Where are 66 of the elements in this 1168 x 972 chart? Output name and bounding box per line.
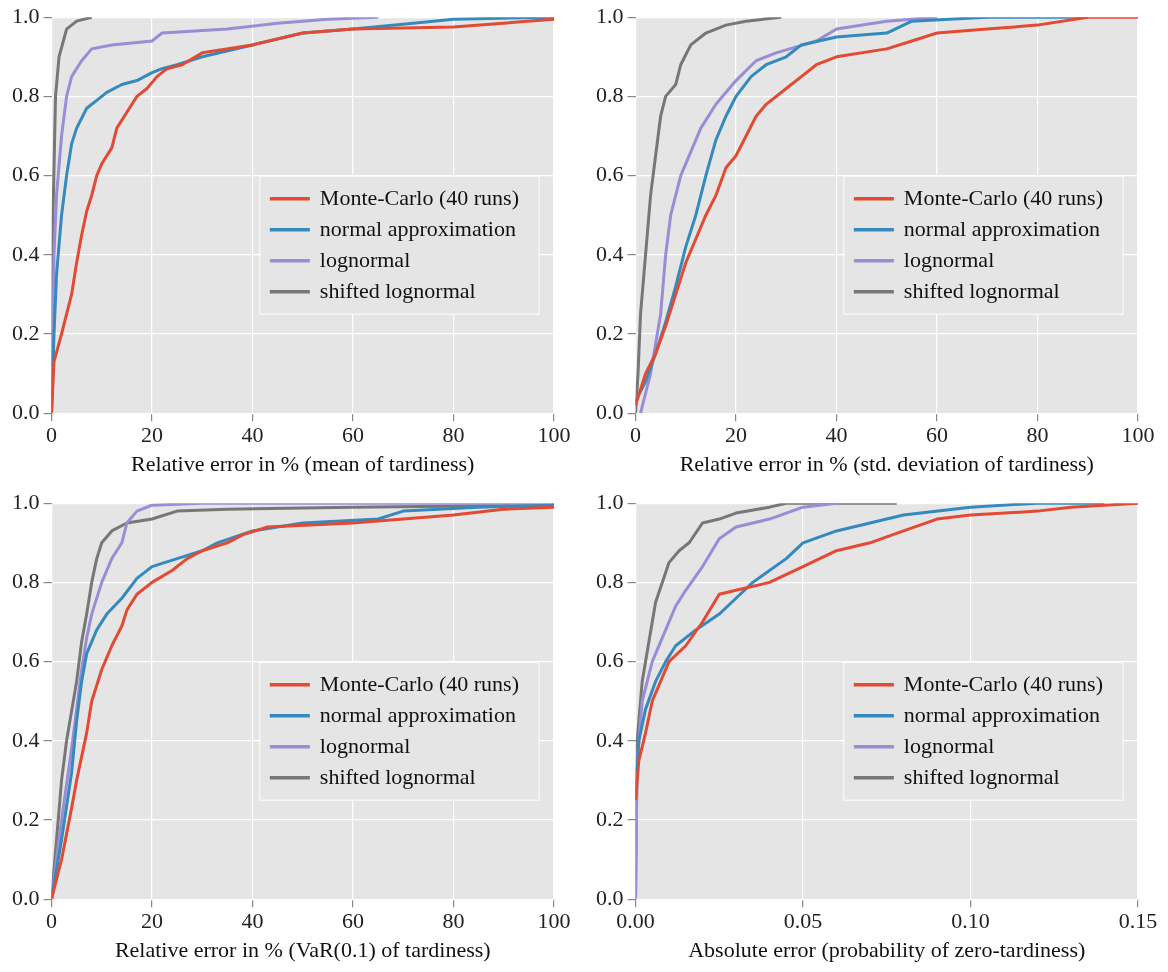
x-tick-label: 60 bbox=[342, 422, 364, 448]
legend-label: normal approximation bbox=[903, 702, 1100, 728]
x-tick-label: 0.00 bbox=[616, 908, 655, 934]
legend-label: normal approximation bbox=[319, 702, 516, 728]
x-tick-label: 0.15 bbox=[1118, 908, 1158, 934]
legend-label: shifted lognormal bbox=[903, 278, 1060, 304]
y-tick-label: 1.0 bbox=[12, 488, 40, 514]
y-tick-label: 0.2 bbox=[12, 805, 40, 831]
y-tick-label: 0.8 bbox=[12, 82, 40, 108]
legend-label: Monte-Carlo (40 runs) bbox=[903, 671, 1104, 697]
x-tick-label: 0.10 bbox=[951, 908, 990, 934]
y-tick-label: 0.4 bbox=[12, 240, 40, 266]
x-axis-title: Relative error in % (std. deviation of tardiness) bbox=[679, 450, 1094, 476]
y-tick-label: 0.4 bbox=[12, 726, 40, 752]
x-axis-title: Relative error in % (mean of tardiness) bbox=[131, 450, 475, 476]
x-tick-label: 60 bbox=[926, 422, 948, 448]
y-tick-label: 1.0 bbox=[596, 488, 624, 514]
x-tick-label: 60 bbox=[342, 908, 364, 934]
y-tick-label: 0.2 bbox=[596, 319, 624, 345]
y-tick-label: 0.2 bbox=[596, 805, 624, 831]
y-tick-label: 0.2 bbox=[12, 319, 40, 345]
x-tick-label: 0 bbox=[46, 422, 57, 448]
legend-label: normal approximation bbox=[319, 216, 516, 242]
x-tick-label: 20 bbox=[725, 422, 747, 448]
y-tick-label: 0.6 bbox=[12, 161, 40, 187]
x-tick-label: 0.05 bbox=[783, 908, 823, 934]
legend-label: Monte-Carlo (40 runs) bbox=[319, 185, 520, 211]
legend-label: lognormal bbox=[903, 733, 995, 759]
legend-label: lognormal bbox=[319, 733, 411, 759]
legend-label: lognormal bbox=[903, 247, 995, 273]
x-tick-label: 40 bbox=[241, 422, 264, 448]
x-tick-label: 100 bbox=[1121, 422, 1155, 448]
y-tick-label: 0.0 bbox=[596, 398, 624, 424]
y-tick-label: 0.4 bbox=[596, 240, 624, 266]
x-tick-label: 80 bbox=[442, 908, 465, 934]
y-tick-label: 1.0 bbox=[596, 2, 624, 28]
y-tick-label: 0.0 bbox=[12, 884, 40, 910]
y-tick-label: 0.0 bbox=[596, 884, 624, 910]
x-tick-label: 0 bbox=[46, 908, 57, 934]
legend-label: shifted lognormal bbox=[319, 764, 476, 790]
legend-label: shifted lognormal bbox=[319, 278, 476, 304]
y-tick-label: 0.0 bbox=[12, 398, 40, 424]
x-tick-label: 100 bbox=[537, 422, 571, 448]
y-tick-label: 0.4 bbox=[596, 726, 624, 752]
legend-label: shifted lognormal bbox=[903, 764, 1060, 790]
x-axis-title: Relative error in % (VaR(0.1) of tardiness) bbox=[114, 936, 491, 962]
legend-label: normal approximation bbox=[903, 216, 1100, 242]
x-tick-label: 40 bbox=[241, 908, 264, 934]
y-tick-label: 0.8 bbox=[596, 82, 624, 108]
y-tick-label: 0.8 bbox=[12, 568, 40, 594]
x-tick-label: 40 bbox=[825, 422, 848, 448]
y-tick-label: 0.6 bbox=[596, 161, 624, 187]
x-tick-label: 80 bbox=[442, 422, 465, 448]
legend-label: Monte-Carlo (40 runs) bbox=[319, 671, 520, 697]
x-tick-label: 20 bbox=[141, 908, 163, 934]
x-tick-label: 80 bbox=[1026, 422, 1049, 448]
legend-label: Monte-Carlo (40 runs) bbox=[903, 185, 1104, 211]
x-axis-title: Absolute error (probability of zero-tardiness) bbox=[688, 936, 1086, 962]
y-tick-label: 1.0 bbox=[12, 2, 40, 28]
x-tick-label: 0 bbox=[630, 422, 641, 448]
y-tick-label: 0.6 bbox=[596, 647, 624, 673]
y-tick-label: 0.6 bbox=[12, 647, 40, 673]
x-tick-label: 20 bbox=[141, 422, 163, 448]
x-tick-label: 100 bbox=[537, 908, 571, 934]
y-tick-label: 0.8 bbox=[596, 568, 624, 594]
legend-label: lognormal bbox=[319, 247, 411, 273]
